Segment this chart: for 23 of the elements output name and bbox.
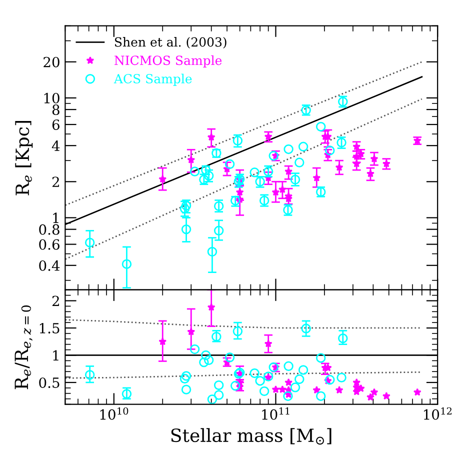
y-tick-label: 8 <box>52 104 60 116</box>
y-tick-label: 20 <box>44 56 60 68</box>
y-axis-title: R$_{e}$/R$_{e,z=0}$ <box>14 305 33 390</box>
y-tick-label: 4 <box>52 140 60 151</box>
y-tick-label: 0.6 <box>39 239 60 250</box>
x-axis-title: Stellar mass [M$_{⊙}$] <box>171 428 332 445</box>
y-tick-label: 1 <box>53 350 58 361</box>
x-tick-label: 10$^{10}$ <box>100 407 128 420</box>
y-tick-label: 1 <box>53 212 58 223</box>
x-tick-label: 10$^{12}$ <box>424 407 452 420</box>
y-tick-label: 1.5 <box>40 322 60 334</box>
legend-label: ACS Sample <box>114 74 192 86</box>
y-axis-title: R$_{e}$ [Kpc] <box>15 121 33 196</box>
y-tick-label: 2 <box>52 296 59 306</box>
legend-label: Shen et al. (2003) <box>114 37 226 48</box>
y-tick-label: 6 <box>52 119 60 130</box>
legend-label: NICMOS Sample <box>114 55 222 68</box>
x-tick-label: 10$^{11}$ <box>262 407 290 420</box>
y-tick-label: 0.5 <box>39 377 60 388</box>
y-tick-label: 0.4 <box>39 260 60 271</box>
y-tick-label: 2 <box>52 176 59 187</box>
y-tick-label: 0.8 <box>39 224 60 235</box>
y-tick-label: 10 <box>44 92 60 104</box>
